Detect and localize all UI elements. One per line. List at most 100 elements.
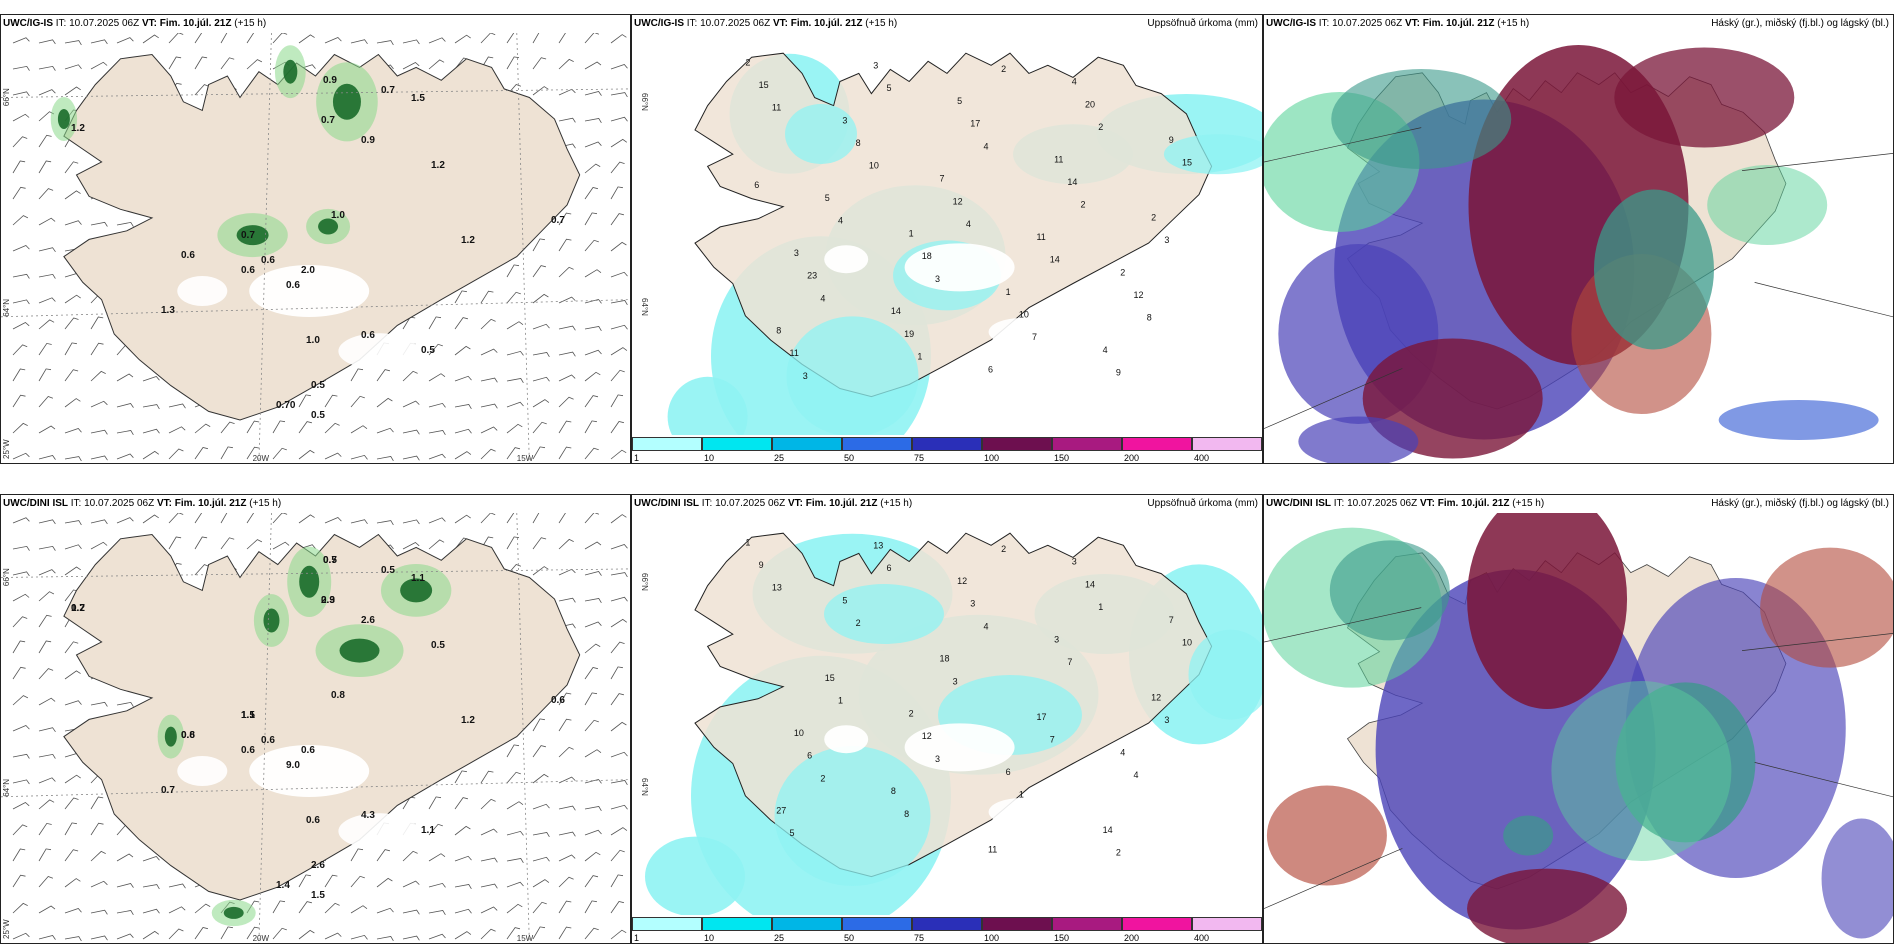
glacier xyxy=(824,245,869,274)
value-label: 2.0 xyxy=(301,265,315,276)
value-label: 0.7 xyxy=(161,785,175,796)
map-subject: Uppsöfnuð úrkoma (mm) xyxy=(1147,498,1258,509)
precip-area xyxy=(824,584,944,644)
valid-time: Fim. 10.júl. 21Z xyxy=(174,498,247,509)
panel-title: UWC/IG-IS IT: 10.07.2025 06Z VT: Fim. 10… xyxy=(1264,15,1893,33)
value-label: 1.2 xyxy=(431,160,445,171)
precip-area xyxy=(1163,134,1262,175)
wind-precip-map: 66°N 64°N 25°W 20W 15W 0.7 0.8 1.5 0.7 0.9 2.6 1.1 0… xyxy=(1,513,630,943)
value-label: 4 xyxy=(1072,77,1077,87)
colorbar-swatch xyxy=(772,917,842,931)
value-label: 0.6 xyxy=(181,730,195,741)
value-label: 6 xyxy=(807,751,812,761)
value-label: 2 xyxy=(1001,544,1006,554)
colorbar-swatch xyxy=(1052,437,1122,451)
value-label: 0.7 xyxy=(241,230,255,241)
value-label: 4 xyxy=(1120,747,1125,757)
value-label: 0.7 xyxy=(321,115,335,126)
colorbar-tick: 150 xyxy=(1054,453,1070,463)
model-name: UWC/IG-IS xyxy=(634,18,684,29)
value-label: 1 xyxy=(1098,602,1103,612)
value-label: 3 xyxy=(873,61,878,71)
glacier xyxy=(177,756,228,786)
valid-time: Fim. 10.júl. 21Z xyxy=(1437,498,1510,509)
panel-title: UWC/DINI ISL IT: 10.07.2025 06Z VT: Fim.… xyxy=(632,495,1262,513)
value-label: 3 xyxy=(970,599,975,609)
accumulated-precip-map: 66°N64°N12310124567832718141511121317912… xyxy=(632,513,1262,917)
value-label: 8 xyxy=(904,809,909,819)
value-label: 1.5 xyxy=(241,710,255,721)
colorbar-swatch xyxy=(1122,437,1192,451)
grid-line xyxy=(1264,607,1422,643)
value-label: 1.2 xyxy=(71,603,85,614)
low-cloud xyxy=(1467,868,1628,943)
wind-precip-map: 66°N 64°N 25°W 20W 15W 1.2 0.6 0.7 0.9 0.7 0.9 1.5 1… xyxy=(1,33,630,463)
value-label: 0.6 xyxy=(181,250,195,261)
precip-core xyxy=(299,565,320,598)
precip-core xyxy=(57,109,70,129)
precip-area xyxy=(774,746,931,886)
value-label: 4 xyxy=(966,219,971,229)
value-label: 2 xyxy=(1098,122,1103,132)
precip-area xyxy=(786,316,919,437)
colorbar-tick: 25 xyxy=(774,453,785,463)
value-label: 13 xyxy=(873,541,883,551)
value-label: 0.7 xyxy=(551,215,565,226)
map-subject: Uppsöfnuð úrkoma (mm) xyxy=(1147,18,1258,29)
value-label: 19 xyxy=(904,329,914,339)
longitude-label-20: 20W xyxy=(253,934,270,943)
valid-time: Fim. 10.júl. 21Z xyxy=(1422,18,1495,29)
colorbar-tick: 400 xyxy=(1194,453,1210,463)
value-label: 0.7 xyxy=(381,85,395,96)
value-label: 1.1 xyxy=(421,825,435,836)
precip-area xyxy=(645,836,745,917)
value-label: 1 xyxy=(838,696,843,706)
value-label: 11 xyxy=(988,844,997,854)
model-name: UWC/IG-IS xyxy=(3,18,53,29)
value-label: 0.7 xyxy=(71,603,85,614)
grid-line xyxy=(1742,633,1893,651)
panel-title: UWC/IG-IS IT: 10.07.2025 06Z VT: Fim. 10… xyxy=(632,15,1262,33)
value-label: 2 xyxy=(1151,212,1156,222)
value-label: 0.70 xyxy=(276,400,296,411)
longitude-label-15: 15W xyxy=(517,934,534,943)
value-label: 1 xyxy=(1006,287,1011,297)
value-label: 0.6 xyxy=(551,695,565,706)
value-label: 1.2 xyxy=(461,715,475,726)
value-label: 9 xyxy=(1116,368,1121,378)
high-cloud xyxy=(1331,69,1512,169)
value-label: 1.5 xyxy=(411,93,425,104)
longitude-label-25: 25°W xyxy=(2,919,11,939)
value-label: 1.0 xyxy=(331,210,345,221)
value-label: 0.9 xyxy=(361,135,375,146)
value-label: 17 xyxy=(970,119,980,129)
value-label: 2 xyxy=(909,709,914,719)
precip-core xyxy=(318,218,339,235)
value-label: 1.4 xyxy=(276,880,290,891)
value-label: 1.2 xyxy=(71,123,85,134)
latitude-label-64: 64°N xyxy=(640,778,649,796)
value-label: 0.5 xyxy=(421,345,435,356)
high-cloud xyxy=(1503,815,1554,856)
value-label: 10 xyxy=(869,161,879,171)
value-label: 11 xyxy=(772,103,781,113)
value-label: 2 xyxy=(1116,848,1121,858)
value-label: 0.8 xyxy=(181,730,195,741)
value-label: 10 xyxy=(1019,309,1029,319)
map-subject: Háský (gr.), miðský (fj.bl.) og lágský (… xyxy=(1711,498,1889,509)
value-label: 18 xyxy=(922,251,932,261)
value-label: 9 xyxy=(759,560,764,570)
value-label: 2.3 xyxy=(321,595,335,606)
value-label: 3 xyxy=(1164,715,1169,725)
value-label: 0.6 xyxy=(286,280,300,291)
colorbar-tick: 100 xyxy=(984,453,1000,463)
init-time: 10.07.2025 06Z xyxy=(1347,498,1418,509)
glacier xyxy=(338,813,419,850)
value-label: 1 xyxy=(917,351,922,361)
value-label: 3 xyxy=(842,115,847,125)
value-label: 2 xyxy=(1120,267,1125,277)
panel-title: UWC/IG-IS IT: 10.07.2025 06Z VT: Fim. 10… xyxy=(1,15,630,33)
value-label: 1 xyxy=(1019,789,1024,799)
glacier xyxy=(904,243,1015,292)
grid-line xyxy=(1264,127,1422,163)
